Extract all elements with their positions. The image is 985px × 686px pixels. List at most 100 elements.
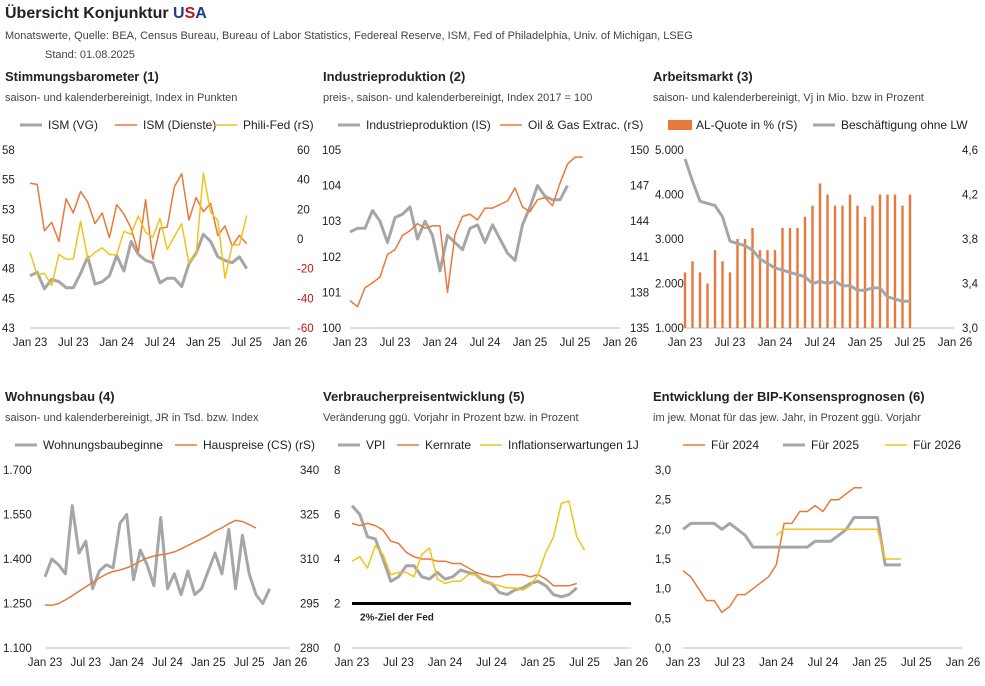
y-tick-right: 0 xyxy=(297,234,303,246)
bar xyxy=(833,205,837,328)
bar xyxy=(691,261,694,328)
reference-label: 2%-Ziel der Fed xyxy=(360,613,434,624)
chart-title: Verbraucherpreisentwicklung (5) xyxy=(323,389,525,404)
x-tick: Jan 26 xyxy=(946,657,981,669)
series-line-0 xyxy=(349,184,569,273)
y-tick-left: 2,5 xyxy=(655,495,671,507)
legend-label: Für 2024 xyxy=(711,438,759,452)
y-tick-left: 1.100 xyxy=(3,643,32,655)
y-tick-left: 58 xyxy=(2,145,15,157)
series-line-1 xyxy=(349,156,583,308)
bar xyxy=(698,272,702,328)
y-tick-right: 20 xyxy=(297,204,310,216)
chart-title: Industrieproduktion (2) xyxy=(323,69,465,84)
y-tick-right: 3,4 xyxy=(962,279,979,291)
y-tick-left: 53 xyxy=(2,204,15,216)
y-tick-right: -40 xyxy=(297,293,314,305)
bar xyxy=(781,227,784,328)
y-tick-left: 0,5 xyxy=(655,613,671,625)
y-tick-left: 100 xyxy=(322,323,341,335)
y-tick-left: 1.400 xyxy=(3,554,32,566)
x-tick: Jan 26 xyxy=(273,337,308,349)
bar xyxy=(803,216,807,328)
x-tick: Jan 23 xyxy=(28,657,63,669)
x-tick: Jul 23 xyxy=(380,337,411,349)
y-tick-left: 1.250 xyxy=(3,599,32,611)
x-tick: Jul 25 xyxy=(901,657,932,669)
y-tick-left: 101 xyxy=(322,287,341,299)
series-line-2 xyxy=(775,528,901,560)
bar xyxy=(901,205,904,328)
legend-label: Für 2025 xyxy=(811,438,859,452)
bar xyxy=(706,283,709,328)
series-line-1 xyxy=(682,516,901,567)
y-tick-left: 48 xyxy=(2,264,15,276)
chart-subtitle: saison- und kalenderbereinigt, Index in … xyxy=(5,92,237,104)
y-tick-right: 295 xyxy=(300,599,319,611)
y-tick-right: 138 xyxy=(630,287,649,299)
y-tick-right: 135 xyxy=(630,323,649,335)
page-title: Übersicht Konjunktur USA xyxy=(5,4,965,24)
x-tick: Jul 25 xyxy=(569,657,600,669)
y-tick-right: 340 xyxy=(300,465,319,477)
y-tick-left: 43 xyxy=(2,323,15,335)
x-tick: Jan 24 xyxy=(109,657,144,669)
chart-panel-2: Industrieproduktion (2) preis-, saison- u… xyxy=(322,69,650,349)
y-tick-left: 3,0 xyxy=(655,465,671,477)
y-tick-right: 4,2 xyxy=(962,190,978,202)
bar xyxy=(848,194,852,328)
legend-label: Wohnungsbaubeginne xyxy=(43,438,163,452)
legend-label: Hauspreise (CS) (rS) xyxy=(203,438,315,452)
bar xyxy=(766,250,769,328)
y-tick-left: 4.000 xyxy=(655,190,684,202)
series-line-1 xyxy=(44,519,257,607)
bar xyxy=(796,227,799,328)
series-line-0 xyxy=(29,232,248,291)
y-tick-left: 50 xyxy=(2,234,15,246)
y-tick-right: 141 xyxy=(630,252,649,264)
x-tick: Jan 26 xyxy=(273,657,308,669)
series-line-1 xyxy=(351,522,578,587)
x-tick: Jan 25 xyxy=(852,657,887,669)
series-line-0 xyxy=(682,487,862,614)
y-tick-left: 8 xyxy=(334,465,340,477)
report-header: Übersicht Konjunktur USA Monatswerte, Qu… xyxy=(5,4,965,62)
y-tick-left: 1.000 xyxy=(655,323,684,335)
x-tick: Jan 23 xyxy=(13,337,48,349)
legend-swatch xyxy=(668,120,692,130)
chart-panel-6: Entwicklung der BIP-Konsensprognosen (6)… xyxy=(653,389,980,669)
x-tick: Jul 25 xyxy=(231,337,262,349)
y-tick-left: 3.000 xyxy=(655,234,684,246)
legend-label: Inflationserwartungen 1J xyxy=(508,438,639,452)
y-tick-right: 144 xyxy=(630,216,650,228)
series-line-1 xyxy=(29,172,248,260)
bar xyxy=(683,272,687,328)
chart-subtitle: preis-, saison- und kalenderbereinigt, I… xyxy=(323,92,592,104)
legend-label: VPI xyxy=(366,438,385,452)
chart-panel-3: Arbeitsmarkt (3) saison- und kalenderbere… xyxy=(653,69,979,349)
x-tick: Jul 25 xyxy=(895,337,926,349)
y-tick-left: 5.000 xyxy=(655,145,684,157)
bar xyxy=(773,250,777,328)
x-tick: Jul 25 xyxy=(234,657,265,669)
bar xyxy=(856,205,859,328)
title-letter-s: S xyxy=(184,5,196,22)
legend-label: Für 2026 xyxy=(913,438,961,452)
x-tick: Jan 25 xyxy=(521,657,556,669)
x-tick: Jul 24 xyxy=(476,657,507,669)
chart-subtitle: im jew. Monat für das jew. Jahr, in Proz… xyxy=(653,412,921,424)
bar xyxy=(743,239,747,328)
title-text: Übersicht Konjunktur xyxy=(5,5,174,22)
y-tick-left: 103 xyxy=(322,216,341,228)
y-tick-right: 40 xyxy=(297,175,310,187)
y-tick-right: 147 xyxy=(630,181,649,193)
x-tick: Jan 23 xyxy=(335,657,370,669)
x-tick: Jan 25 xyxy=(848,337,883,349)
y-tick-left: 2,0 xyxy=(655,524,671,536)
x-tick: Jan 24 xyxy=(423,337,458,349)
y-tick-left: 0,0 xyxy=(655,643,671,655)
y-tick-left: 1,0 xyxy=(655,584,671,596)
y-tick-right: 325 xyxy=(300,510,319,522)
y-tick-right: -60 xyxy=(297,323,314,335)
y-tick-right: -20 xyxy=(297,264,314,276)
